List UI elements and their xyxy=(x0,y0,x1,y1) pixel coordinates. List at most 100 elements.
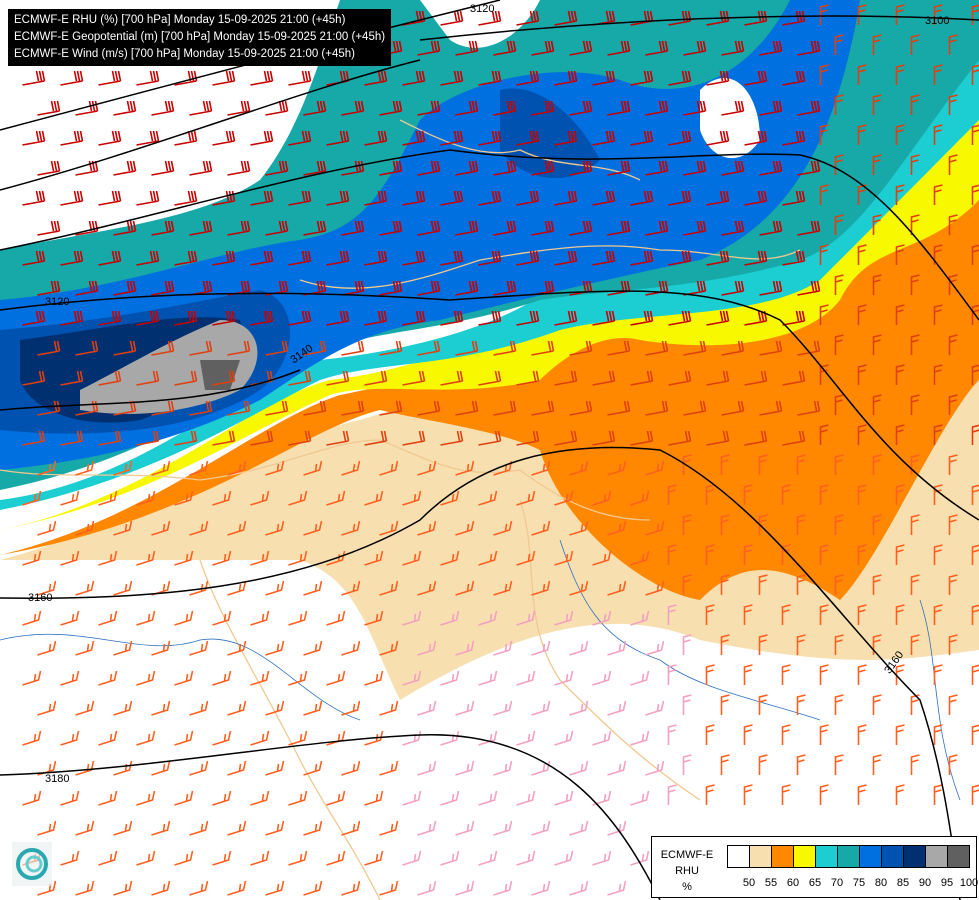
wind-barb xyxy=(948,694,958,715)
wind-barb xyxy=(554,610,574,626)
wind-barb xyxy=(60,730,80,746)
wind-barb xyxy=(782,370,806,386)
wind-barb xyxy=(721,400,745,416)
wind-barb xyxy=(531,760,551,776)
wind-barb xyxy=(683,400,707,416)
rhu-legend: ECMWF-E RHU % 50 55 60 65 70 75 80 85 90 95 100 xyxy=(651,836,978,898)
wind-barb xyxy=(569,520,589,536)
wind-barb xyxy=(174,430,198,446)
wind-barb xyxy=(364,790,384,806)
wind-barb xyxy=(516,190,540,206)
wind-barb xyxy=(151,820,171,836)
wind-barb xyxy=(493,640,513,656)
wind-barb xyxy=(113,520,133,536)
wind-barb xyxy=(797,100,821,116)
wind-barb xyxy=(948,454,958,475)
wind-barb xyxy=(948,214,958,235)
wind-barb xyxy=(493,760,513,776)
wind-barb xyxy=(402,790,422,806)
wind-barb xyxy=(227,520,247,536)
wind-barb xyxy=(326,730,346,746)
wind-barb xyxy=(417,100,441,116)
wind-barb xyxy=(554,550,574,566)
wind-barb xyxy=(569,280,593,296)
wind-barb xyxy=(721,220,745,236)
wind-barb xyxy=(440,10,464,26)
wind-barb xyxy=(151,460,171,476)
contour-label: 3120 xyxy=(470,3,494,15)
wind-barb xyxy=(212,550,232,566)
wind-barb xyxy=(743,484,753,505)
wind-barb xyxy=(933,184,943,205)
wind-barb xyxy=(607,220,631,236)
wind-barb xyxy=(303,880,323,896)
wind-barb xyxy=(516,790,536,806)
wind-barb xyxy=(819,784,829,805)
wind-barb xyxy=(645,220,669,236)
wind-barb xyxy=(706,250,730,266)
wind-barb xyxy=(189,100,213,116)
wind-barb xyxy=(265,160,289,176)
wind-barb xyxy=(516,70,540,86)
wind-barb xyxy=(60,430,84,446)
wind-barb xyxy=(645,340,669,356)
wind-barb xyxy=(516,490,536,506)
wind-barb xyxy=(326,310,350,326)
wind-barb xyxy=(364,370,388,386)
wind-barb xyxy=(22,250,46,266)
wind-barb xyxy=(478,610,498,626)
wind-barb xyxy=(493,220,517,236)
wind-barb xyxy=(607,880,627,896)
wind-barb xyxy=(212,670,232,686)
wind-barb xyxy=(288,250,312,266)
wind-barb xyxy=(113,100,137,116)
wind-barb xyxy=(364,310,388,326)
wind-barb xyxy=(569,640,589,656)
wind-barb xyxy=(796,694,806,715)
wind-barb xyxy=(364,850,384,866)
wind-barb xyxy=(630,790,650,806)
wind-barb xyxy=(782,250,806,266)
wind-barb xyxy=(554,310,578,326)
wind-barb xyxy=(948,34,958,55)
wind-barb xyxy=(113,580,133,596)
wind-barb xyxy=(933,64,943,85)
wind-barb xyxy=(288,850,308,866)
wind-barb xyxy=(857,124,867,145)
wind-barb xyxy=(668,70,692,86)
wind-barb xyxy=(174,490,194,506)
wind-barb xyxy=(493,580,513,596)
wind-barb xyxy=(872,94,882,115)
wind-barb xyxy=(531,640,551,656)
wind-barb xyxy=(607,700,627,716)
wind-barb xyxy=(743,784,753,805)
wind-barb xyxy=(189,580,209,596)
wind-barb xyxy=(971,364,979,385)
legend-swatch xyxy=(750,846,772,867)
wind-barb xyxy=(455,880,475,896)
wind-barb xyxy=(478,550,498,566)
wind-barb xyxy=(592,130,616,146)
wind-barb xyxy=(948,94,958,115)
wind-barb xyxy=(630,610,650,626)
wind-barb xyxy=(948,514,958,535)
wind-barb xyxy=(379,520,399,536)
wind-barb xyxy=(607,160,631,176)
wind-barb xyxy=(402,730,422,746)
wind-barb xyxy=(971,664,979,685)
wind-barb xyxy=(402,430,426,446)
wind-barb xyxy=(819,304,829,325)
wind-barb xyxy=(326,610,346,626)
wind-barb xyxy=(326,250,350,266)
wind-barb xyxy=(720,574,730,595)
rhu-85b xyxy=(500,88,600,179)
wind-barb xyxy=(569,100,593,116)
wind-barb xyxy=(379,580,399,596)
wind-barb xyxy=(516,730,536,746)
wind-barb xyxy=(402,550,422,566)
wind-barb xyxy=(37,220,61,236)
wind-barb xyxy=(341,520,361,536)
legend-swatch xyxy=(948,846,969,867)
wind-barb xyxy=(303,220,327,236)
wind-barb xyxy=(402,70,426,86)
